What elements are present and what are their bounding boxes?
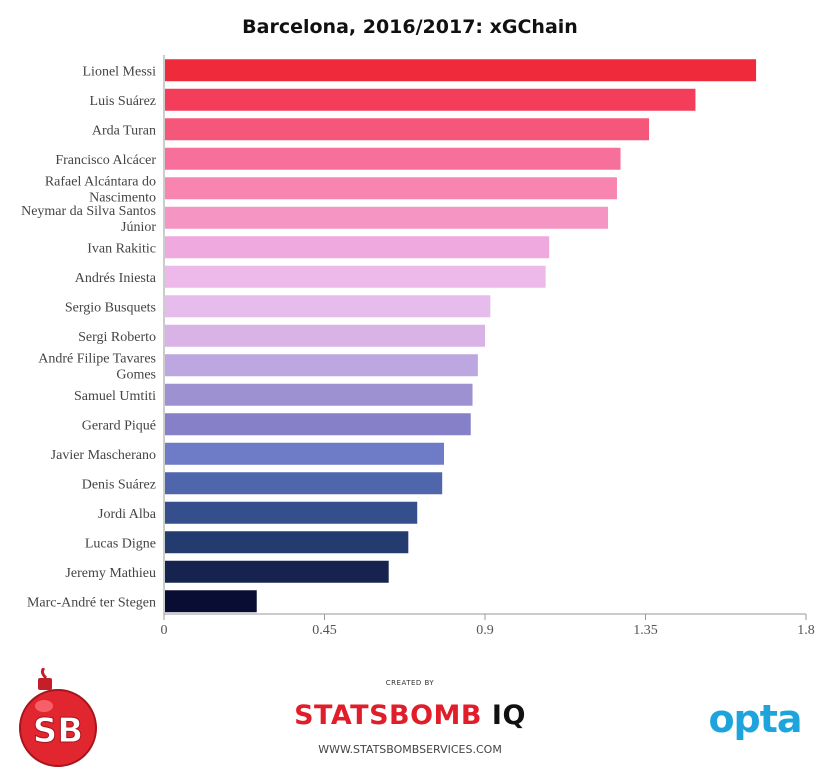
x-ticks-group: 0 0.45 0.9 1.35 1.8 <box>161 614 815 638</box>
y-tick-label-6: Ivan Rakitic <box>87 241 156 256</box>
logo-fuse <box>40 668 48 680</box>
bar-4 <box>165 177 617 200</box>
bar-15 <box>165 501 418 524</box>
y-tick-label-11-line-0: Samuel Umtiti <box>74 389 156 404</box>
y-tick-label-5-line-0: Neymar da Silva Santos <box>21 204 156 219</box>
y-tick-label-1: Luis Suárez <box>90 94 156 109</box>
bar-12 <box>165 413 471 436</box>
bar-0 <box>165 59 757 82</box>
brand-main: STATSBOMB <box>294 700 482 731</box>
y-tick-label-14-line-0: Denis Suárez <box>82 477 156 492</box>
statsbomb-iq-wordmark: STATSBOMB IQ <box>280 700 540 731</box>
bar-13 <box>165 442 444 465</box>
logo-text: SB <box>33 711 83 751</box>
logo-shine <box>35 700 53 712</box>
y-tick-label-1-line-0: Luis Suárez <box>90 94 156 109</box>
opta-logo: opta <box>708 697 802 741</box>
y-tick-label-2: Arda Turan <box>92 123 156 138</box>
y-tick-label-10-line-0: André Filipe Tavares <box>38 351 156 366</box>
y-tick-label-7-line-0: Andrés Iniesta <box>75 271 157 286</box>
bar-9 <box>165 324 485 347</box>
chart-title: Barcelona, 2016/2017: xGChain <box>242 16 578 38</box>
y-tick-label-9: Sergi Roberto <box>78 330 156 345</box>
y-tick-label-8: Sergio Busquets <box>65 300 156 315</box>
y-tick-label-17-line-0: Jeremy Mathieu <box>65 566 156 581</box>
y-tick-label-5-line-1: Júnior <box>121 220 156 235</box>
bar-17 <box>165 560 389 583</box>
y-tick-label-14: Denis Suárez <box>82 477 156 492</box>
bar-6 <box>165 236 550 259</box>
y-tick-label-3-line-0: Francisco Alcácer <box>55 153 156 168</box>
bar-8 <box>165 295 491 318</box>
bar-11 <box>165 383 473 406</box>
statsbomb-logo: SB <box>19 668 97 767</box>
x-tick-label-3: 1.35 <box>633 623 658 638</box>
y-tick-label-4: Rafael Alcántara do Nascimento <box>45 174 156 205</box>
logo-cap <box>38 678 52 690</box>
y-tick-label-7: Andrés Iniesta <box>75 271 157 286</box>
y-tick-label-10: André Filipe Tavares Gomes <box>38 351 156 382</box>
y-tick-label-3: Francisco Alcácer <box>55 153 156 168</box>
bar-3 <box>165 147 621 170</box>
y-tick-label-16: Lucas Digne <box>85 536 156 551</box>
y-labels-group: Lionel Messi Luis Suárez Arda Turan Francis… <box>21 64 157 610</box>
y-tick-label-12: Gerard Piqué <box>82 418 156 433</box>
y-tick-label-18-line-0: Marc-André ter Stegen <box>27 595 156 610</box>
bar-1 <box>165 88 696 111</box>
bar-14 <box>165 472 443 495</box>
y-tick-label-6-line-0: Ivan Rakitic <box>87 241 156 256</box>
created-by-label: CREATED BY <box>385 679 435 687</box>
x-tick-label-4: 1.8 <box>797 623 815 638</box>
bar-10 <box>165 354 478 377</box>
y-tick-label-2-line-0: Arda Turan <box>92 123 156 138</box>
y-tick-label-13-line-0: Javier Mascherano <box>51 448 156 463</box>
y-tick-label-10-line-1: Gomes <box>116 367 156 382</box>
y-tick-label-9-line-0: Sergi Roberto <box>78 330 156 345</box>
x-tick-label-2: 0.9 <box>476 623 494 638</box>
bar-2 <box>165 118 650 141</box>
y-tick-label-0-line-0: Lionel Messi <box>83 64 157 79</box>
y-tick-label-5: Neymar da Silva Santos Júnior <box>21 204 156 235</box>
bar-16 <box>165 531 409 554</box>
y-tick-label-0: Lionel Messi <box>83 64 157 79</box>
statsbomb-url: WWW.STATSBOMBSERVICES.COM <box>318 743 502 756</box>
bar-chart: Lionel Messi Luis Suárez Arda Turan Francis… <box>21 55 815 638</box>
y-tick-label-8-line-0: Sergio Busquets <box>65 300 156 315</box>
y-tick-label-17: Jeremy Mathieu <box>65 566 156 581</box>
y-tick-label-15-line-0: Jordi Alba <box>98 507 157 522</box>
x-tick-label-0: 0 <box>161 623 168 638</box>
brand-suffix: IQ <box>491 700 526 731</box>
y-tick-label-13: Javier Mascherano <box>51 448 156 463</box>
bar-7 <box>165 265 546 288</box>
y-tick-label-16-line-0: Lucas Digne <box>85 536 156 551</box>
y-tick-label-11: Samuel Umtiti <box>74 389 156 404</box>
y-tick-label-12-line-0: Gerard Piqué <box>82 418 156 433</box>
bar-5 <box>165 206 609 229</box>
y-tick-label-4-line-0: Rafael Alcántara do <box>45 174 156 189</box>
x-tick-label-1: 0.45 <box>312 623 337 638</box>
y-tick-label-18: Marc-André ter Stegen <box>27 595 156 610</box>
bars-group <box>165 59 757 613</box>
bar-18 <box>165 590 257 613</box>
y-tick-label-4-line-1: Nascimento <box>89 190 156 205</box>
y-tick-label-15: Jordi Alba <box>98 507 157 522</box>
